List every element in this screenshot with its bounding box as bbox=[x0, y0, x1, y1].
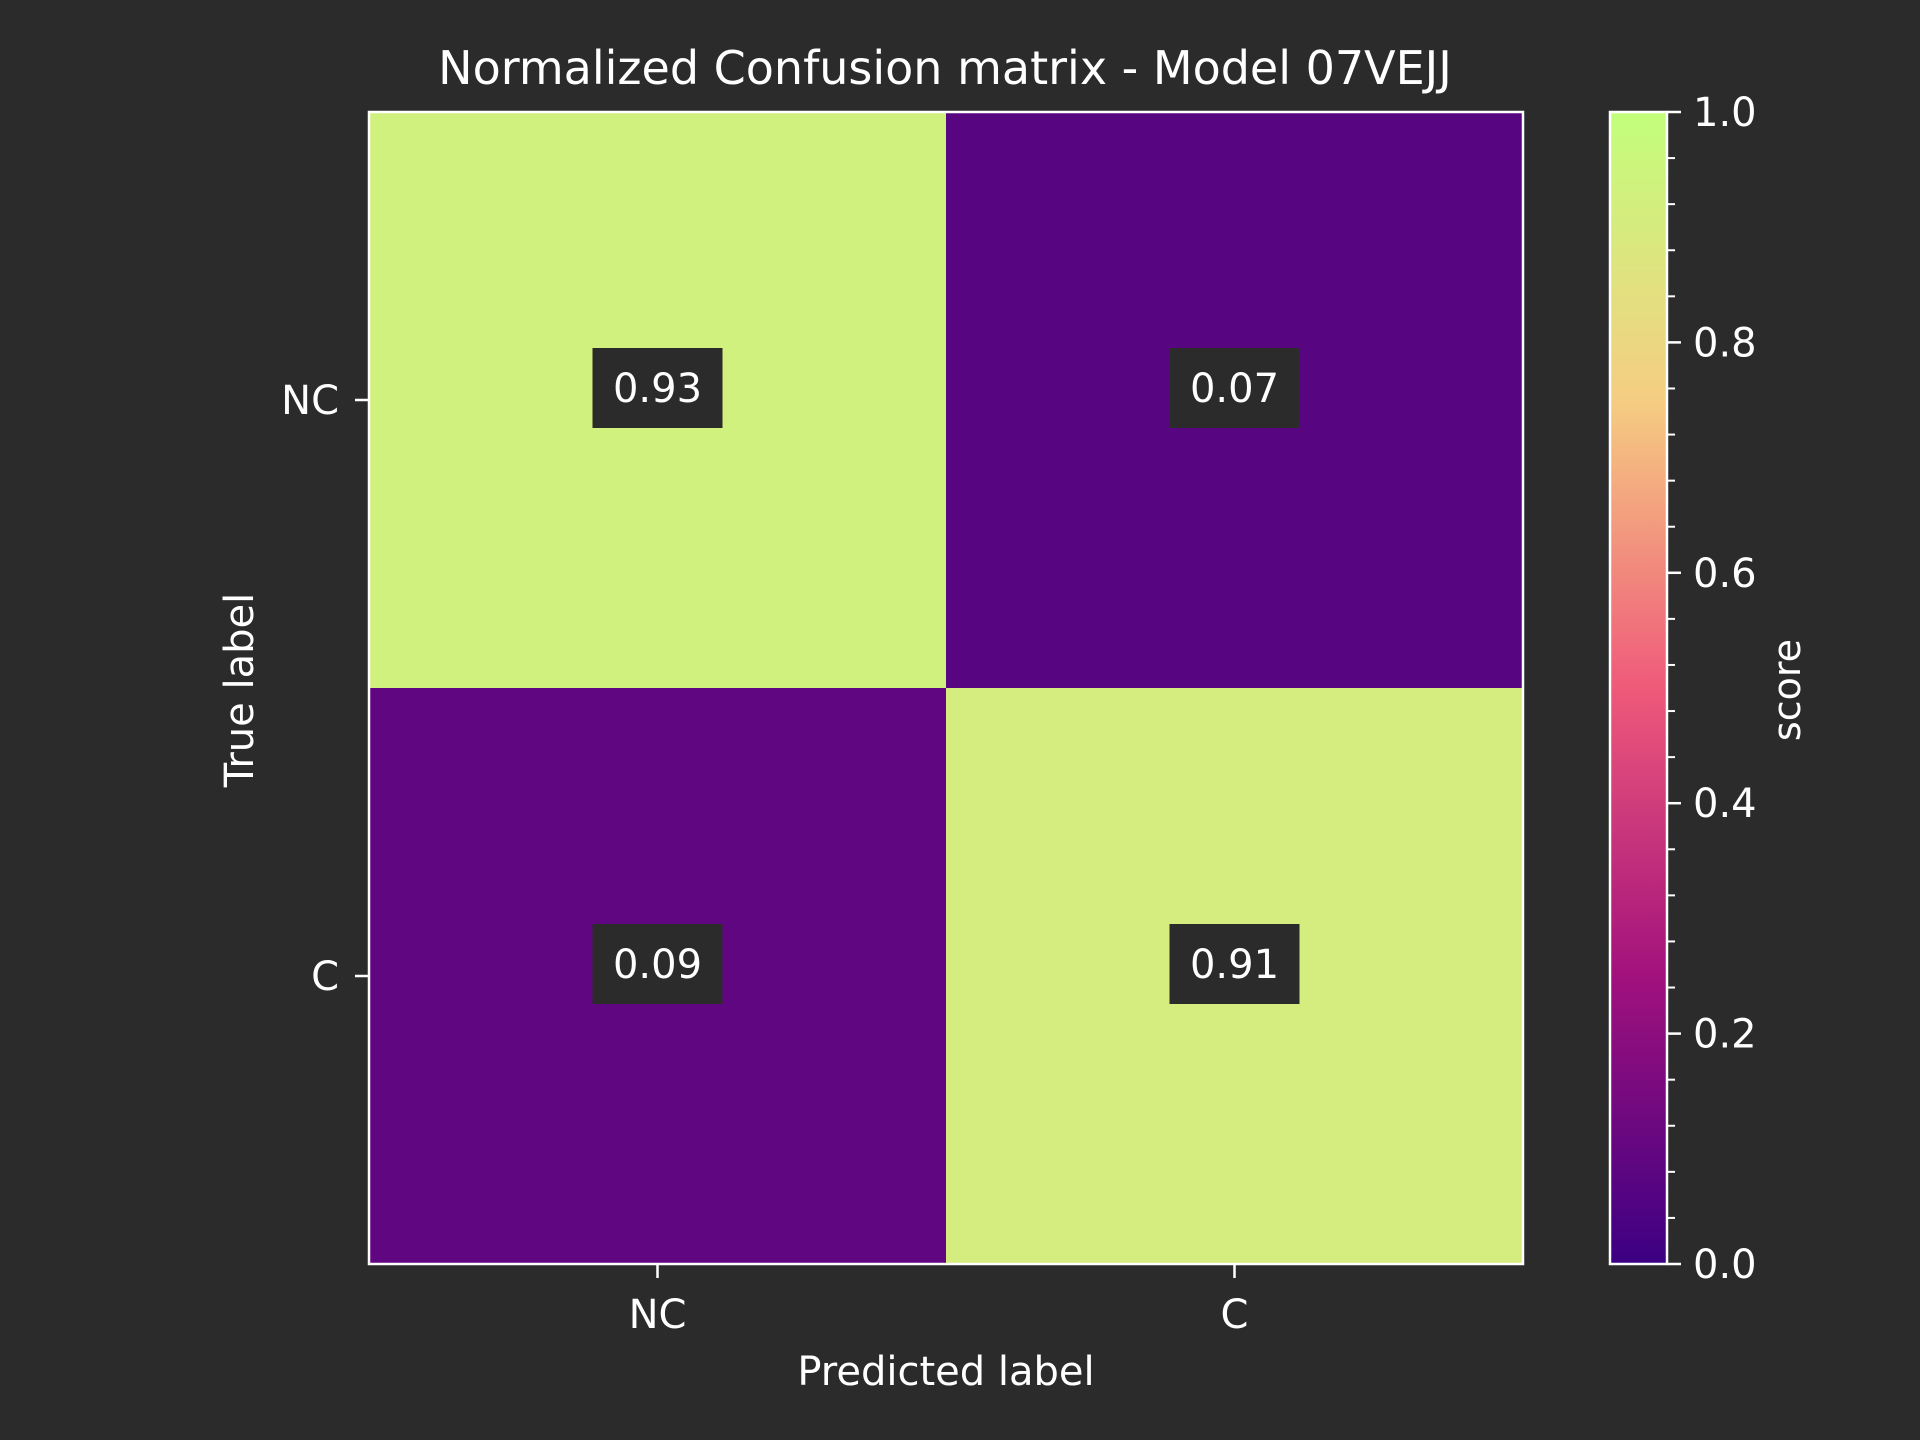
y-axis-label: True label bbox=[217, 593, 263, 788]
chart-title: Normalized Confusion matrix - Model 07VE… bbox=[438, 41, 1452, 95]
cell-label-box bbox=[1169, 924, 1300, 1004]
colorbar-tick-label: 0.6 bbox=[1693, 551, 1757, 597]
colorbar-tick-label: 0.2 bbox=[1693, 1012, 1757, 1058]
cell-value-label: 0.91 bbox=[1190, 942, 1279, 988]
colorbar-ticks: 0.0 0.2 0.4 0.6 0.8 1.0 bbox=[1667, 90, 1757, 1288]
cell-label-box bbox=[592, 348, 723, 428]
colorbar-tick-label: 1.0 bbox=[1693, 90, 1757, 136]
cell-label-box bbox=[1169, 348, 1300, 428]
colorbar-tick-label: 0.4 bbox=[1693, 781, 1757, 827]
plot-frame bbox=[367, 110, 1525, 1266]
cell-value-label: 0.09 bbox=[613, 942, 702, 988]
y-axis-ticks: NC C bbox=[281, 378, 369, 1000]
y-tick-label: C bbox=[311, 954, 339, 1000]
heatmap-cells bbox=[369, 112, 1524, 1265]
y-tick-label: NC bbox=[281, 378, 339, 424]
x-tick-label: NC bbox=[629, 1292, 687, 1338]
x-axis-label: Predicted label bbox=[797, 1349, 1094, 1395]
x-axis-ticks: NC C bbox=[629, 1264, 1249, 1338]
colorbar-tick-label: 0.0 bbox=[1693, 1242, 1757, 1288]
cell-value-label: 0.93 bbox=[613, 366, 702, 412]
colorbar-tick-label: 0.8 bbox=[1693, 320, 1757, 366]
x-tick-label: C bbox=[1221, 1292, 1249, 1338]
cell-label-box bbox=[592, 924, 723, 1004]
cell-value-label: 0.07 bbox=[1190, 366, 1279, 412]
colorbar-label: score bbox=[1765, 639, 1809, 741]
colorbar bbox=[1608, 110, 1669, 1266]
cell-value-labels: 0.93 0.07 0.09 0.91 bbox=[592, 348, 1300, 1004]
